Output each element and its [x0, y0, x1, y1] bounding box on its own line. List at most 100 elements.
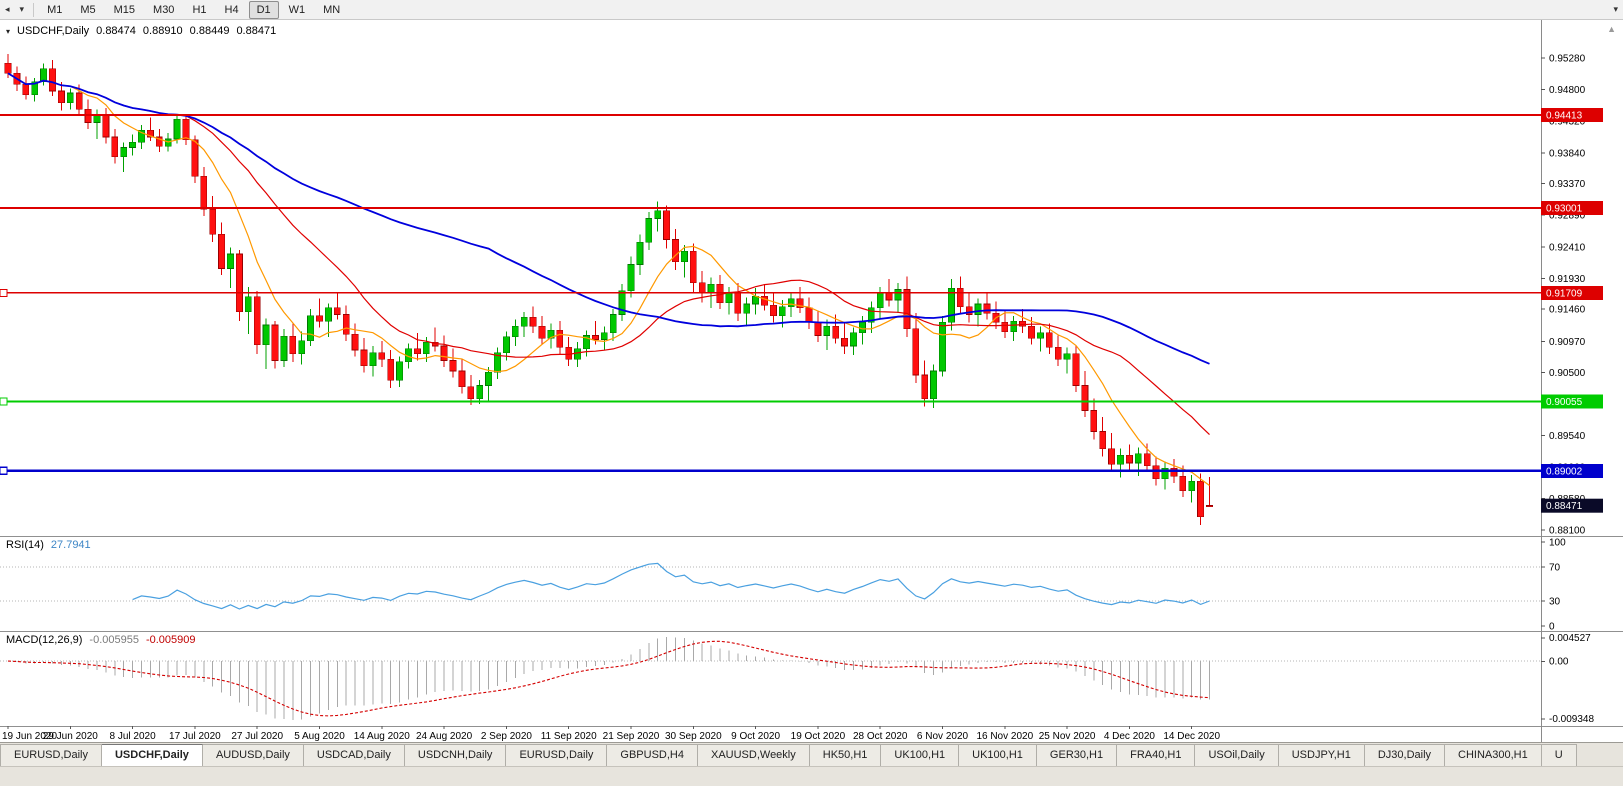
candles — [4, 54, 1213, 525]
svg-text:0.88100: 0.88100 — [1549, 526, 1586, 536]
price-chart-panel[interactable]: 0.95280 0.94800 0.94320 0.93840 0.93370 0.928… — [0, 20, 1623, 537]
ma-line-21 — [7, 72, 1210, 436]
svg-text:0.95280: 0.95280 — [1549, 54, 1586, 65]
time-axis[interactable]: 19 Jun 2020 29 Jun 2020 8 Jul 2020 17 Jul 2… — [0, 726, 1623, 742]
svg-text:-0.009348: -0.009348 — [1549, 714, 1594, 725]
hline-0.89002[interactable]: 0.89002 — [0, 463, 1603, 478]
svg-text:6 Nov 2020: 6 Nov 2020 — [917, 731, 969, 742]
tab-uk100-h1[interactable]: UK100,H1 — [881, 744, 960, 766]
svg-text:0.90970: 0.90970 — [1549, 337, 1586, 348]
ma-line-55 — [7, 72, 1210, 365]
svg-text:0.004527: 0.004527 — [1549, 633, 1591, 644]
macd-label: MACD(12,26,9) -0.005955 -0.005909 — [6, 634, 196, 646]
svg-text:14 Aug 2020: 14 Aug 2020 — [354, 731, 411, 742]
tab-ger30-h1[interactable]: GER30,H1 — [1036, 744, 1118, 766]
svg-text:0.92410: 0.92410 — [1549, 242, 1586, 253]
svg-text:0.00: 0.00 — [1549, 657, 1569, 668]
tab-gbpusd-h4[interactable]: GBPUSD,H4 — [607, 744, 698, 766]
svg-text:17 Jul 2020: 17 Jul 2020 — [169, 731, 221, 742]
svg-text:0.94800: 0.94800 — [1549, 85, 1586, 96]
tab-usdjpy-h1[interactable]: USDJPY,H1 — [1278, 744, 1365, 766]
svg-text:0.89540: 0.89540 — [1549, 431, 1586, 442]
svg-text:9 Oct 2020: 9 Oct 2020 — [731, 731, 780, 742]
svg-text:0.88471: 0.88471 — [1546, 501, 1583, 512]
tab-usdchf-daily[interactable]: USDCHF,Daily — [101, 744, 203, 766]
tab-china300-h1[interactable]: CHINA300,H1 — [1445, 744, 1542, 766]
tf-button-d1[interactable]: D1 — [248, 0, 279, 19]
macd-signal-line — [7, 640, 1210, 717]
svg-text:0.93001: 0.93001 — [1546, 203, 1583, 214]
svg-text:16 Nov 2020: 16 Nov 2020 — [976, 731, 1033, 742]
rsi-svg: 100 70 30 0 — [0, 536, 1623, 633]
tf-button-m30[interactable]: M30 — [153, 3, 175, 16]
svg-text:25 Nov 2020: 25 Nov 2020 — [1039, 731, 1096, 742]
tab-usdcnh-daily[interactable]: USDCNH,Daily — [404, 744, 507, 766]
tf-button-mn[interactable]: MN — [323, 3, 341, 16]
svg-text:8 Jul 2020: 8 Jul 2020 — [110, 731, 157, 742]
svg-text:28 Oct 2020: 28 Oct 2020 — [853, 731, 908, 742]
hline-0.94413[interactable]: 0.94413 — [0, 108, 1603, 123]
tf-button-w1[interactable]: W1 — [288, 3, 306, 16]
svg-text:0.91460: 0.91460 — [1549, 305, 1586, 316]
tab-hk50-h1[interactable]: HK50,H1 — [809, 744, 882, 766]
svg-text:19 Jun 2020: 19 Jun 2020 — [2, 731, 57, 742]
svg-text:19 Oct 2020: 19 Oct 2020 — [791, 731, 846, 742]
macd-main-value: -0.005955 — [89, 634, 139, 646]
tf-button-h4[interactable]: H4 — [224, 3, 239, 16]
tf-button-m5[interactable]: M5 — [80, 3, 96, 16]
tab-audusd-daily[interactable]: AUDUSD,Daily — [202, 744, 304, 766]
tab-uk100-h1[interactable]: UK100,H1 — [959, 744, 1037, 766]
svg-text:0.90500: 0.90500 — [1549, 368, 1586, 379]
svg-text:0.91930: 0.91930 — [1549, 274, 1586, 285]
chart-dropdown-icon[interactable]: ▾ — [19, 4, 25, 14]
chart-tabs: EURUSD,Daily USDCHF,Daily AUDUSD,Daily USDC… — [0, 742, 1623, 766]
tab-eurusd-daily[interactable]: EURUSD,Daily — [0, 744, 102, 766]
svg-text:0.90055: 0.90055 — [1546, 397, 1583, 408]
svg-text:0.92890: 0.92890 — [1549, 211, 1586, 222]
rsi-panel[interactable]: 100 70 30 0 — [0, 536, 1623, 633]
tab-dj30-daily[interactable]: DJ30,Daily — [1364, 744, 1446, 766]
tab-fra40-h1[interactable]: FRA40,H1 — [1117, 744, 1196, 766]
tab-eurusd-daily[interactable]: EURUSD,Daily — [506, 744, 608, 766]
tab-u[interactable]: U — [1541, 744, 1577, 766]
svg-text:70: 70 — [1549, 563, 1561, 574]
hline-0.91709[interactable]: 0.91709 — [0, 285, 1603, 300]
svg-text:0.94320: 0.94320 — [1549, 117, 1586, 128]
hline-0.90055[interactable]: 0.90055 — [0, 394, 1603, 409]
high-value: 0.88910 — [142, 25, 183, 37]
tf-button-h1[interactable]: H1 — [192, 3, 207, 16]
svg-text:5 Aug 2020: 5 Aug 2020 — [294, 731, 345, 742]
tab-xauusd-weekly[interactable]: XAUUSD,Weekly — [697, 744, 810, 766]
svg-text:30: 30 — [1549, 596, 1561, 607]
symbol-label: USDCHF,Daily — [17, 25, 90, 37]
chart-scroll-left-icon[interactable]: ◂ — [5, 4, 10, 14]
tab-usoil-daily[interactable]: USOil,Daily — [1195, 744, 1279, 766]
svg-text:0: 0 — [1549, 622, 1555, 632]
tf-button-m15[interactable]: M15 — [113, 3, 136, 16]
timeframe-toolbar: ◂ ▾ M1 M5 M15 M30 H1 H4 D1 W1 MN ▾ — [0, 0, 1623, 20]
tf-button-m1[interactable]: M1 — [47, 3, 63, 16]
svg-text:4 Dec 2020: 4 Dec 2020 — [1104, 731, 1156, 742]
chart-corner-arrow-icon[interactable]: ▲ — [1607, 24, 1616, 34]
tab-usdcad-daily[interactable]: USDCAD,Daily — [303, 744, 405, 766]
chart-menu-icon[interactable]: ▾ — [6, 26, 11, 36]
rsi-label: RSI(14) 27.7941 — [6, 539, 91, 551]
toolbar-overflow-icon[interactable]: ▾ — [1613, 4, 1618, 14]
macd-histogram — [16, 636, 1210, 721]
toolbar-separator — [33, 2, 35, 17]
macd-svg: 0.004527 0.00 -0.009348 — [0, 631, 1623, 726]
svg-text:0.93370: 0.93370 — [1549, 179, 1586, 190]
macd-signal-value: -0.005909 — [145, 634, 196, 646]
svg-text:24 Aug 2020: 24 Aug 2020 — [416, 731, 473, 742]
ma-line-8 — [7, 72, 1210, 486]
open-value: 0.88474 — [96, 25, 136, 37]
close-value: 0.88471 — [236, 25, 277, 37]
svg-text:27 Jul 2020: 27 Jul 2020 — [231, 731, 283, 742]
macd-name: MACD(12,26,9) — [6, 634, 83, 646]
svg-text:0.94413: 0.94413 — [1546, 111, 1583, 122]
rsi-name: RSI(14) — [6, 539, 44, 551]
macd-panel[interactable]: 0.004527 0.00 -0.009348 — [0, 631, 1623, 726]
svg-text:0.89002: 0.89002 — [1546, 466, 1583, 477]
hline-0.93001[interactable]: 0.93001 — [0, 200, 1603, 215]
